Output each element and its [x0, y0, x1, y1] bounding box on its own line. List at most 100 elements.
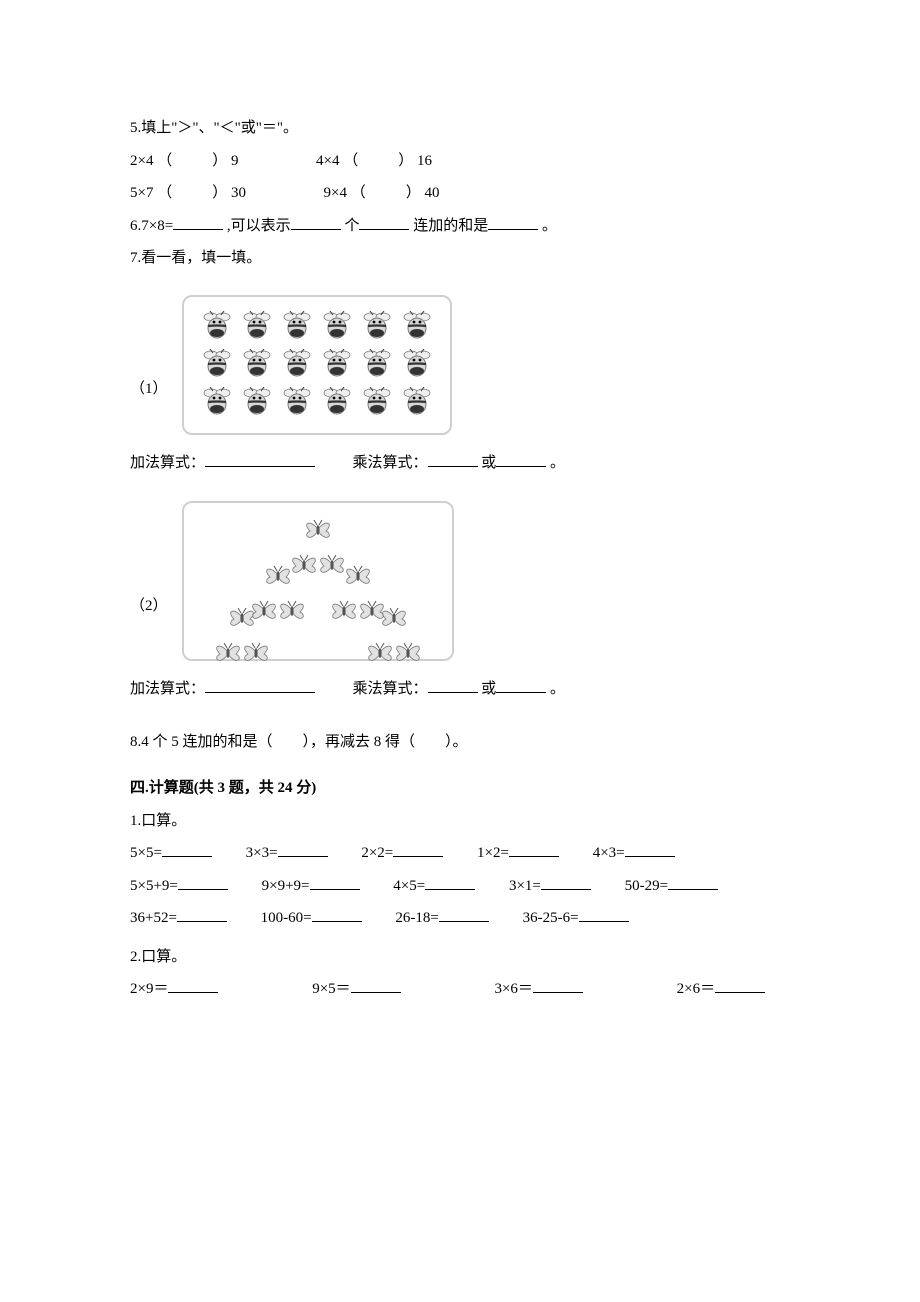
calc-blank[interactable] [439, 907, 489, 922]
q7-1-mul-blank2[interactable] [496, 452, 546, 467]
bee-icon [242, 387, 272, 419]
bee-icon [242, 311, 272, 343]
calc: 5×5+9= [130, 878, 178, 894]
bee-icon [202, 387, 232, 419]
or-1: 或 [481, 455, 496, 471]
butterfly-box [182, 501, 454, 661]
calc: 36+52= [130, 910, 177, 926]
calc-blank[interactable] [177, 907, 227, 922]
calc: 2×6＝ [677, 981, 715, 997]
calc-blank[interactable] [178, 875, 228, 890]
dot-2: 。 [550, 681, 565, 697]
dot-1: 。 [550, 455, 565, 471]
q6-c: 个 [344, 218, 359, 234]
bee-icon [242, 387, 272, 419]
q5-r1a-rhs: 9 [231, 153, 239, 169]
calc-blank[interactable] [312, 907, 362, 922]
calc-blank[interactable] [310, 875, 360, 890]
calc: 50-29= [625, 878, 668, 894]
q7-2-add-blank[interactable] [205, 678, 315, 693]
q6-blank4[interactable] [488, 215, 538, 230]
q5-r1a-lhs: 2×4 [130, 153, 153, 169]
calc: 1×2= [477, 845, 509, 861]
bee-icon [362, 349, 392, 381]
q6-a: 6.7×8= [130, 218, 173, 234]
calc: 2×9＝ [130, 981, 168, 997]
calc-blank[interactable] [509, 842, 559, 857]
bee-icon [362, 311, 392, 343]
sec4-r3: 36+52= 100-60= 26-18= 36-25-6= [130, 904, 790, 933]
q5-prompt: 5.填上"＞"、"＜"或"＝"。 [130, 114, 790, 143]
calc-blank[interactable] [168, 978, 218, 993]
q5-r2b-rhs: 40 [425, 185, 440, 201]
calc-blank[interactable] [162, 842, 212, 857]
q5-r2a-blank[interactable] [157, 185, 227, 201]
q6-d: 连加的和是 [413, 218, 488, 234]
bee-icon [202, 311, 232, 343]
bee-row [202, 311, 432, 343]
bee-icon [242, 349, 272, 381]
q6-line: 6.7×8= ,可以表示 个 连加的和是 。 [130, 212, 790, 241]
calc-blank[interactable] [668, 875, 718, 890]
calc: 3×6＝ [494, 981, 532, 997]
q5-r2b-blank[interactable] [351, 185, 421, 201]
q8-text: 8.4 个 5 连加的和是（ ），再减去 8 得（ ）。 [130, 728, 790, 757]
sec4-r2: 5×5+9= 9×9+9= 4×5= 3×1= 50-29= [130, 872, 790, 901]
butterfly-icon [228, 605, 256, 629]
q5-r1b-blank[interactable] [343, 153, 413, 169]
q6-blank2[interactable] [291, 215, 341, 230]
sec4-q1: 1.口算。 [130, 807, 790, 836]
calc: 3×1= [509, 878, 541, 894]
bee-icon [402, 349, 432, 381]
q7-ans2: 加法算式： 乘法算式： 或 。 [130, 675, 790, 704]
calc-blank[interactable] [715, 978, 765, 993]
bee-icon [282, 349, 312, 381]
q5-r2a-lhs: 5×7 [130, 185, 153, 201]
calc: 100-60= [261, 910, 312, 926]
bee-icon [322, 311, 352, 343]
q7-label1: （1） [130, 325, 168, 404]
bee-icon [282, 387, 312, 419]
bee-row [202, 349, 432, 381]
calc: 2×2= [361, 845, 393, 861]
calc-blank[interactable] [278, 842, 328, 857]
butterfly-icon [344, 563, 372, 587]
q7-1-add-blank[interactable] [205, 452, 315, 467]
bee-icon [202, 349, 232, 381]
bee-icon [322, 349, 352, 381]
q7-2-mul-blank2[interactable] [496, 678, 546, 693]
q6-b: ,可以表示 [227, 218, 291, 234]
bee-icon [402, 311, 432, 343]
calc: 36-25-6= [523, 910, 579, 926]
bee-icon [202, 387, 232, 419]
q7-ans1: 加法算式： 乘法算式： 或 。 [130, 449, 790, 478]
q5-r1a-blank[interactable] [157, 153, 227, 169]
q7-fig2-row: （2） [130, 501, 790, 661]
calc-blank[interactable] [533, 978, 583, 993]
butterfly-icon [366, 640, 394, 664]
butterfly-icon [330, 598, 358, 622]
q5-row2: 5×7 30 9×4 40 [130, 179, 790, 208]
calc-blank[interactable] [393, 842, 443, 857]
calc: 9×5＝ [312, 981, 350, 997]
bee-icon [402, 387, 432, 419]
butterfly-cluster [214, 605, 270, 664]
bee-icon [242, 349, 272, 381]
mul-label-1: 乘法算式： [353, 455, 428, 471]
calc-blank[interactable] [579, 907, 629, 922]
bee-box [182, 295, 452, 435]
q5-r2a-rhs: 30 [231, 185, 246, 201]
calc-blank[interactable] [351, 978, 401, 993]
q6-blank1[interactable] [173, 215, 223, 230]
q7-fig1-row: （1） [130, 295, 790, 435]
mul-label-2: 乘法算式： [353, 681, 428, 697]
bee-icon [282, 387, 312, 419]
q7-1-mul-blank1[interactable] [428, 452, 478, 467]
q6-blank3[interactable] [359, 215, 409, 230]
sec4-head: 四.计算题(共 3 题，共 24 分) [130, 774, 790, 803]
calc-blank[interactable] [541, 875, 591, 890]
q7-2-mul-blank1[interactable] [428, 678, 478, 693]
calc-blank[interactable] [425, 875, 475, 890]
butterfly-icon [380, 605, 408, 629]
calc-blank[interactable] [625, 842, 675, 857]
